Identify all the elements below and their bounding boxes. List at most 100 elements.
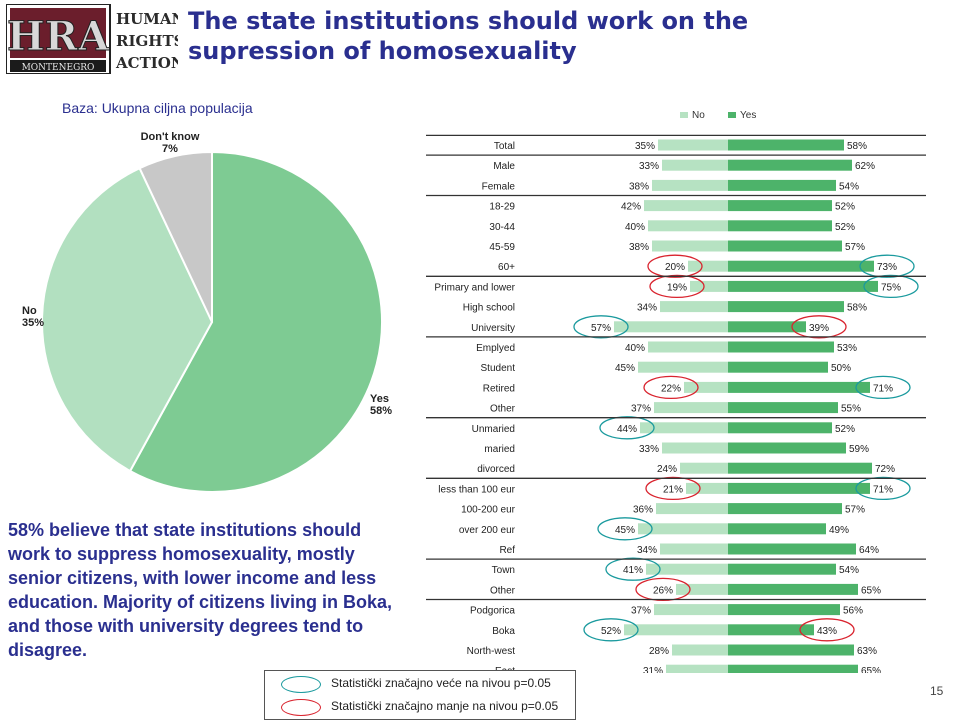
bar-yes [728, 159, 852, 171]
bar-no [656, 503, 728, 515]
bar-no [644, 200, 728, 212]
value-label-no: 37% [631, 606, 651, 617]
value-label-yes: 71% [873, 383, 893, 394]
bar-yes [728, 179, 836, 191]
higher-oval-icon [281, 676, 321, 693]
bar-no [654, 604, 728, 616]
category-label: Male [493, 161, 515, 172]
bar-no [662, 442, 728, 454]
value-label-yes: 54% [839, 181, 859, 192]
value-label-yes: 43% [817, 626, 837, 637]
base-note: Baza: Ukupna ciljna populacija [62, 100, 253, 116]
bar-no [660, 543, 728, 555]
legend-yes-swatch [728, 112, 736, 118]
significance-high-oval [599, 416, 655, 440]
bar-yes [728, 422, 832, 434]
significance-high-oval [863, 274, 919, 299]
pie-value-yes: 58% [370, 405, 392, 417]
bar-yes [728, 321, 806, 333]
category-label: 45-59 [489, 242, 515, 253]
significance-high-oval [855, 476, 911, 501]
category-label: Total [494, 141, 515, 152]
bar-no [688, 260, 728, 272]
bar-no [638, 361, 728, 373]
bar-yes [728, 139, 844, 151]
category-label: Emplyed [476, 343, 515, 354]
value-label-yes: 62% [855, 161, 875, 172]
pie-slice-no [41, 166, 214, 473]
category-label: Podgorica [470, 606, 515, 617]
value-label-yes: 55% [841, 404, 861, 415]
bar-yes [728, 503, 842, 515]
category-label: North-west [467, 646, 516, 657]
bar-no [648, 341, 728, 353]
bar-yes [728, 462, 872, 474]
value-label-yes: 52% [835, 424, 855, 435]
bar-no [640, 422, 728, 434]
significance-low-oval [645, 476, 701, 501]
bar-yes [728, 341, 834, 353]
page-number: 15 [930, 684, 944, 698]
legend-yes-label: Yes [740, 110, 756, 121]
value-label-yes: 50% [831, 363, 851, 374]
pie-label-don-t-know: Don't know [141, 131, 200, 143]
legend-higher-label: Statistički značajno veće na nivou p=0.0… [331, 676, 551, 690]
significance-high-oval [597, 517, 653, 541]
bar-yes [728, 220, 832, 232]
bar-yes [728, 381, 870, 393]
category-label: Primary and lower [434, 282, 515, 293]
value-label-yes: 58% [847, 141, 867, 152]
significance-low-oval [799, 618, 855, 642]
category-label: 60+ [498, 262, 515, 273]
value-label-no: 35% [635, 141, 655, 152]
category-label: Other [490, 404, 516, 415]
bar-yes [728, 280, 878, 292]
bar-no [648, 220, 728, 232]
bar-yes [728, 240, 842, 252]
significance-low-oval [647, 254, 703, 278]
category-label: 30-44 [489, 222, 515, 233]
value-label-no: 33% [639, 444, 659, 455]
significance-low-oval [635, 577, 691, 602]
significance-high-oval [605, 557, 661, 581]
pie-value-don-t-know: 7% [162, 143, 178, 155]
category-label: University [471, 323, 515, 334]
hra-logo: HRA MONTENEGRO HUMAN RIGHTS ACTION [6, 4, 178, 74]
category-label: 18-29 [489, 202, 515, 213]
bar-yes [728, 604, 840, 616]
bar-yes [728, 563, 836, 575]
significance-high-oval [859, 254, 915, 278]
value-label-no: 24% [657, 464, 677, 475]
category-label: Female [482, 181, 516, 192]
value-label-yes: 65% [861, 666, 881, 673]
value-label-no: 45% [615, 363, 635, 374]
value-label-yes: 75% [881, 282, 901, 293]
value-label-yes: 52% [835, 202, 855, 213]
value-label-yes: 53% [837, 343, 857, 354]
logo-org-line1: HUMAN [116, 10, 178, 28]
bar-chart: No Yes Total 35% 58% Male 33% 62% Female 38% 54% 18… [426, 110, 926, 673]
category-label: less than 100 eur [438, 484, 515, 495]
bar-no [658, 139, 728, 151]
pie-value-no: 35% [22, 317, 44, 329]
bar-yes [728, 200, 832, 212]
value-label-no: 20% [665, 262, 685, 273]
logo-letters: HRA [7, 13, 110, 60]
category-label: over 200 eur [459, 525, 516, 536]
bar-no [690, 280, 728, 292]
legend-higher: Statistički značajno veće na nivou p=0.0… [265, 673, 575, 695]
legend-lower: Statistički značajno manje na nivou p=0.… [265, 696, 575, 718]
pie-label-yes: Yes [370, 393, 389, 405]
bar-yes [728, 664, 858, 673]
bar-no [652, 179, 728, 191]
category-label: Student [481, 363, 516, 374]
page-title: The state institutions should work on th… [188, 7, 749, 65]
value-label-yes: 72% [875, 464, 895, 475]
bar-no [662, 159, 728, 171]
value-label-no: 37% [631, 404, 651, 415]
bar-yes [728, 644, 854, 656]
value-label-yes: 39% [809, 323, 829, 334]
category-label: Retired [483, 383, 515, 394]
value-label-no: 38% [629, 181, 649, 192]
